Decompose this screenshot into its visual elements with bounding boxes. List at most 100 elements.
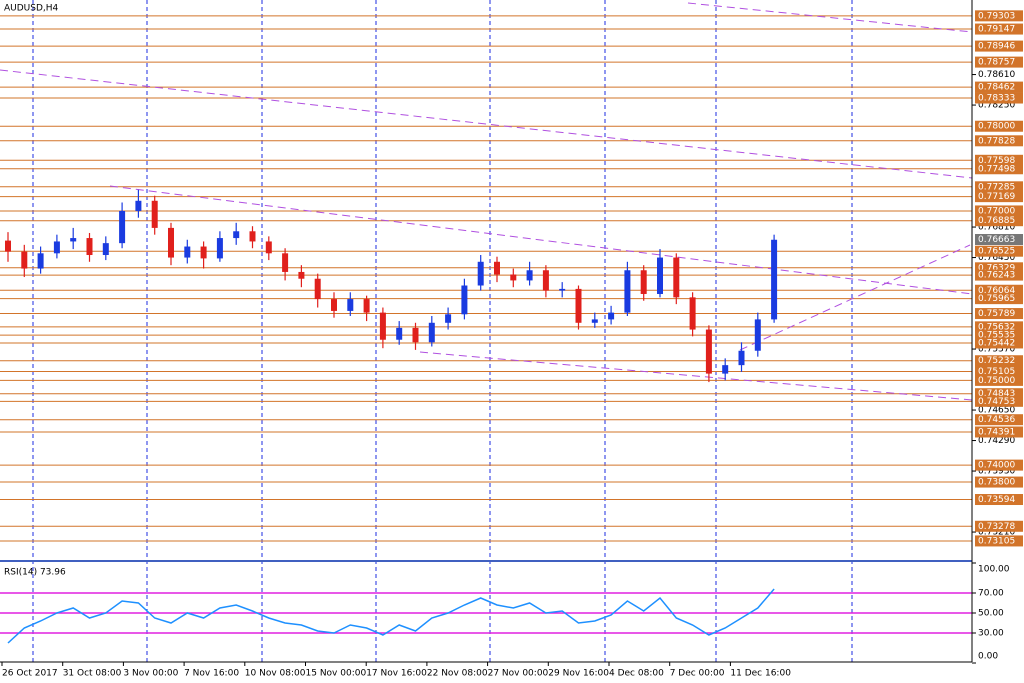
level-label: 0.75232: [978, 356, 1015, 366]
level-label-box: [975, 269, 1023, 281]
level-label-box: [975, 476, 1023, 488]
x-tick-label: 31 Oct 08:00: [63, 669, 122, 679]
candle-body: [461, 285, 468, 315]
level-label-box: [975, 494, 1023, 506]
level-label: 0.77598: [978, 156, 1015, 166]
level-label-box: [975, 23, 1023, 35]
x-tick-label: 7 Dec 00:00: [670, 669, 725, 679]
candle-body: [396, 327, 403, 340]
candle-body: [428, 322, 435, 343]
chart-title: AUDUSD,H4: [4, 4, 59, 14]
level-label: 0.79303: [978, 11, 1015, 21]
level-label: 0.74536: [978, 415, 1015, 425]
day-separators: [32, 0, 853, 662]
x-tick-label: 15 Nov 00:00: [306, 669, 367, 679]
level-label-box: [975, 374, 1023, 386]
y-tick-label: 0.73930: [978, 467, 1015, 477]
level-label-box: [975, 120, 1023, 132]
candle-body: [70, 238, 77, 242]
level-label: 0.75105: [978, 367, 1015, 377]
level-label: 0.78757: [978, 58, 1015, 68]
candle-body: [200, 246, 207, 259]
level-label: 0.73800: [978, 478, 1015, 488]
candle-body: [575, 288, 582, 323]
candle-body: [347, 299, 354, 311]
level-label: 0.76243: [978, 271, 1015, 281]
candle-body: [216, 238, 223, 259]
candle-body: [37, 253, 44, 269]
y-tick-label: 0.78250: [978, 101, 1015, 111]
level-label: 0.76064: [978, 286, 1015, 296]
rsi-panel: [0, 588, 972, 644]
level-label-box: [975, 520, 1023, 532]
candle-body: [591, 319, 598, 323]
candle-body: [53, 241, 60, 254]
candle-body: [249, 231, 256, 242]
level-label: 0.77169: [978, 192, 1015, 202]
candle-body: [542, 270, 549, 291]
candles: [5, 189, 778, 383]
level-label: 0.74753: [978, 397, 1015, 407]
candle-body: [363, 299, 370, 313]
level-label: 0.74000: [978, 461, 1015, 471]
candle-body: [722, 365, 729, 374]
rsi-y-tick-label: 30.00: [978, 629, 1004, 639]
level-label: 0.79147: [978, 25, 1015, 35]
level-label-box: [975, 308, 1023, 320]
level-label: 0.74843: [978, 389, 1015, 399]
level-label-box: [975, 205, 1023, 217]
candle-body: [754, 319, 761, 351]
level-label-box: [975, 414, 1023, 426]
y-tick-label: 0.74650: [978, 406, 1015, 416]
level-label-box: [975, 426, 1023, 438]
candle-body: [559, 288, 566, 291]
current-price-label: 0.76663: [978, 235, 1015, 245]
level-label: 0.75789: [978, 309, 1015, 319]
level-label: 0.73105: [978, 536, 1015, 546]
candle-body: [657, 257, 663, 294]
x-tick-label: 10 Nov 08:00: [245, 669, 306, 679]
level-label: 0.78462: [978, 83, 1015, 93]
axis: 0.78610 0.78250 0.76810 0.76450 0.75370 0.746…: [1, 10, 1023, 679]
level-label: 0.76329: [978, 263, 1015, 273]
level-label-box: [975, 181, 1023, 193]
level-label: 0.77828: [978, 136, 1015, 146]
candle-body: [771, 239, 778, 320]
level-label: 0.78333: [978, 94, 1015, 104]
level-label-box: [975, 245, 1023, 257]
candle-body: [608, 312, 615, 320]
level-label-box: [975, 81, 1023, 93]
level-label-box: [975, 459, 1023, 471]
level-label-box: [975, 365, 1023, 377]
level-label: 0.77498: [978, 164, 1015, 174]
level-label-box: [975, 10, 1023, 22]
x-tick-label: 29 Nov 16:00: [548, 669, 609, 679]
rsi-title: RSI(14) 73.96: [4, 568, 66, 578]
candle-body: [86, 238, 93, 256]
x-tick-label: 4 Dec 08:00: [609, 669, 664, 679]
level-label: 0.78000: [978, 122, 1015, 132]
candle-body: [233, 231, 240, 239]
rsi-y-tick-label: 70.00: [978, 589, 1004, 599]
rsi-y-tick-label: 100.00: [978, 565, 1010, 575]
candle-body: [102, 243, 109, 256]
level-label: 0.76885: [978, 216, 1015, 226]
candle-body: [282, 253, 289, 272]
y-tick-label: 0.76450: [978, 253, 1015, 263]
level-label-box: [975, 355, 1023, 367]
level-label: 0.75632: [978, 322, 1015, 332]
candle-body: [624, 270, 631, 313]
candle-body: [445, 314, 452, 323]
level-label-box: [975, 154, 1023, 166]
level-label-box: [975, 40, 1023, 52]
x-tick-label: 7 Nov 16:00: [184, 669, 239, 679]
candle-body: [640, 270, 647, 294]
level-label-box: [975, 135, 1023, 147]
x-tick-label: 11 Dec 16:00: [730, 669, 791, 679]
candle-body: [379, 312, 386, 340]
candle-body: [298, 271, 305, 279]
level-label: 0.77285: [978, 182, 1015, 192]
level-label-box: [975, 262, 1023, 274]
